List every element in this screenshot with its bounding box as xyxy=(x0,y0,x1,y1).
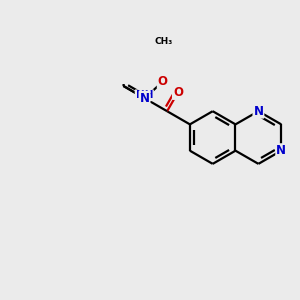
Text: O: O xyxy=(173,86,183,99)
Text: N: N xyxy=(140,92,149,105)
Text: CH₃: CH₃ xyxy=(154,37,172,46)
Text: NH: NH xyxy=(136,90,153,100)
Text: N: N xyxy=(254,105,263,118)
Text: O: O xyxy=(158,75,168,88)
Text: N: N xyxy=(276,144,286,157)
